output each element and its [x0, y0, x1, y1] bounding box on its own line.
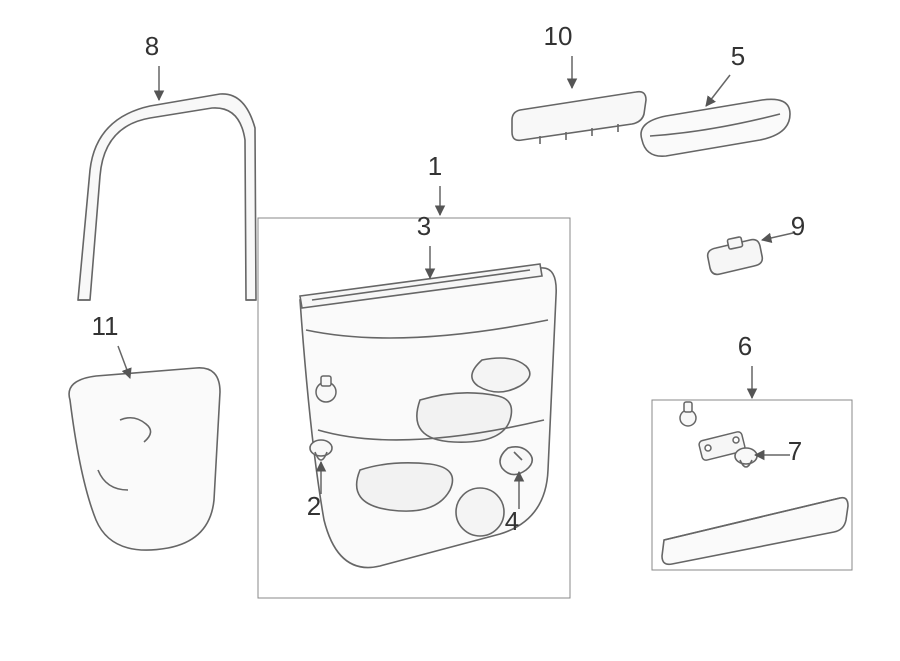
callout-label-3: 3: [417, 211, 431, 241]
part-6-lower-trim: [662, 498, 848, 565]
callout-label-7: 7: [788, 436, 802, 466]
callout-label-9: 9: [791, 211, 805, 241]
part-6-pin: [680, 402, 696, 426]
part-10-armrest-base: [512, 92, 646, 144]
parts-diagram: 1 2 3 4 5 6 7 8 9 10 11: [0, 0, 900, 661]
part-11: [69, 368, 220, 550]
callout-label-1: 1: [428, 151, 442, 181]
callout-label-10: 10: [544, 21, 573, 51]
callout-label-4: 4: [505, 506, 519, 536]
callout-label-5: 5: [731, 41, 745, 71]
part-8: [78, 94, 256, 300]
callout-label-6: 6: [738, 331, 752, 361]
leader-9: [762, 233, 793, 240]
callout-label-11: 11: [92, 311, 119, 341]
callout-label-2: 2: [307, 491, 321, 521]
part-9-window-switch: [708, 237, 763, 275]
callout-label-8: 8: [145, 31, 159, 61]
part-5-armrest-pad: [641, 99, 790, 156]
part-7-clip: [735, 448, 757, 467]
leader-5: [706, 75, 730, 106]
